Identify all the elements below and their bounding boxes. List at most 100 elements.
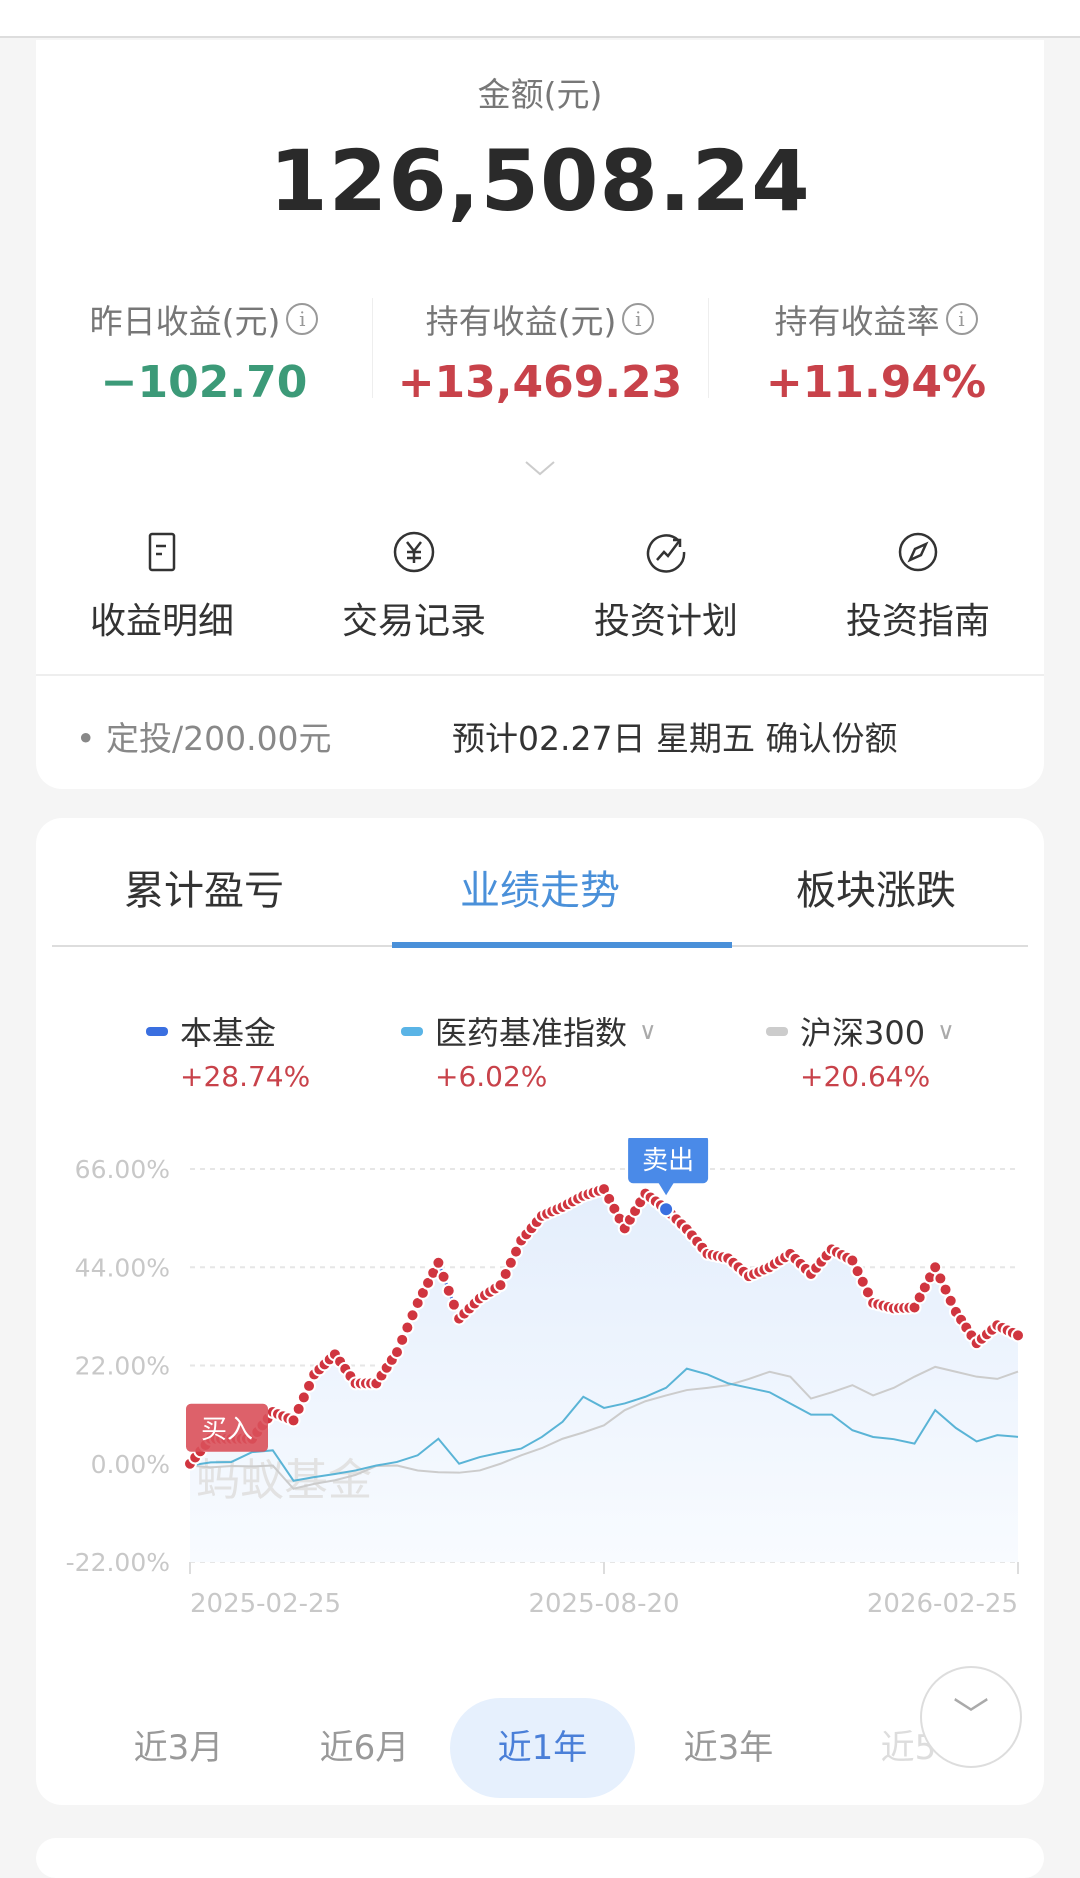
trade-marker: [933, 1271, 948, 1286]
series-line-2: [189, 1365, 1019, 1490]
y-tick-label: 22.00%: [75, 1352, 170, 1381]
top-bar: [0, 0, 1080, 38]
legend-name: 沪深300: [800, 1014, 926, 1052]
legend-value: +20.64%: [800, 1060, 931, 1093]
fund-area: [190, 1189, 1018, 1562]
x-tick-label: 2026-02-25: [867, 1589, 1018, 1619]
tab-2[interactable]: 板块涨跌: [796, 868, 956, 914]
legend-swatch: [766, 1026, 788, 1036]
trade-marker: [431, 1255, 446, 1270]
amount-label: 金额(元): [477, 75, 603, 114]
x-tick-label: 2025-02-25: [190, 1589, 341, 1619]
trade-marker: [291, 1401, 306, 1416]
trade-marker: [400, 1320, 415, 1335]
tab-1[interactable]: 业绩走势: [460, 868, 620, 914]
more-ranges-button[interactable]: ﹀: [920, 1666, 1022, 1768]
action-label: 收益明细: [89, 601, 234, 642]
trend-icon: [646, 534, 686, 573]
legend-value: +28.74%: [180, 1060, 311, 1093]
buy-annotation-label: 买入: [201, 1415, 253, 1445]
info-icon[interactable]: i: [622, 303, 655, 335]
trade-marker: [296, 1390, 311, 1405]
legend-swatch: [146, 1026, 168, 1036]
trade-marker: [405, 1308, 420, 1323]
chevron-down-icon[interactable]: ∨: [937, 1017, 955, 1045]
divider: [372, 298, 373, 398]
performance-card: 累计盈亏 业绩走势 板块涨跌 本基金 +28.74% 医药基准指数 ∨ +6.02% 沪深30…: [36, 818, 1044, 1805]
plan-text: 定投/200.00元: [105, 719, 332, 758]
trade-marker: [938, 1282, 953, 1297]
holding-summary-card: 金额(元) 126,508.24 昨日收益(元) i −102.70 持有收益(元) i…: [36, 40, 1044, 789]
y-tick-label: -22.00%: [66, 1548, 170, 1577]
x-tick-label: 2025-08-20: [528, 1589, 679, 1619]
y-tick-label: 44.00%: [75, 1253, 170, 1282]
metric-label: 昨日收益(元): [89, 302, 281, 341]
trade-marker: [1011, 1328, 1025, 1343]
sell-point: [658, 1201, 675, 1218]
metric-0: 昨日收益(元) i −102.70: [36, 295, 372, 408]
metric-value: −102.70: [100, 357, 308, 408]
range-button[interactable]: 近3年: [683, 1728, 774, 1768]
action-yen-button[interactable]: 交易记录: [288, 530, 540, 644]
trade-marker: [503, 1255, 518, 1270]
sell-annotation-label: 卖出: [642, 1146, 694, 1176]
watermark-logo: 蚂蚁基金: [196, 1455, 372, 1506]
action-document-button[interactable]: 收益明细: [36, 530, 288, 644]
range-button[interactable]: 近3月: [133, 1728, 224, 1768]
metric-1: 持有收益(元) i +13,469.23: [372, 295, 708, 408]
expand-chevron-icon[interactable]: [524, 452, 556, 484]
plan-confirm-text: 预计02.27日 星期五 确认份额: [452, 719, 898, 758]
trade-marker: [302, 1378, 317, 1393]
metric-label: 持有收益率: [774, 302, 940, 341]
action-trend-button[interactable]: 投资计划: [540, 530, 792, 644]
trade-marker: [943, 1293, 958, 1308]
tab-0[interactable]: 累计盈亏: [124, 868, 284, 914]
action-label: 投资计划: [593, 601, 738, 642]
sell-annotation: [628, 1138, 709, 1184]
action-compass-button[interactable]: 投资指南: [792, 530, 1044, 644]
compass-icon: [898, 532, 938, 572]
trade-marker: [441, 1283, 456, 1298]
metric-2: 持有收益率 i +11.94%: [708, 295, 1044, 408]
range-button[interactable]: 近1年: [450, 1698, 635, 1798]
trade-marker: [395, 1332, 410, 1347]
divider: [708, 298, 709, 398]
divider: [36, 674, 1044, 676]
legend-name: 医药基准指数: [435, 1014, 628, 1052]
y-tick-label: 66.00%: [75, 1155, 170, 1184]
document-icon: [148, 532, 176, 572]
action-label: 投资指南: [845, 601, 990, 642]
legend-name: 本基金: [180, 1014, 277, 1052]
chevron-down-icon[interactable]: ∨: [639, 1017, 657, 1045]
trade-marker: [286, 1413, 301, 1428]
trade-marker: [498, 1266, 513, 1281]
series-line-1: [189, 1367, 1019, 1482]
y-tick-label: 0.00%: [91, 1450, 170, 1479]
yen-icon: [393, 531, 435, 573]
action-label: 交易记录: [341, 601, 486, 642]
trade-marker: [436, 1269, 451, 1284]
trade-marker: [446, 1297, 461, 1312]
trade-marker: [928, 1260, 943, 1275]
plan-summary[interactable]: • 定投/200.00元: [76, 719, 332, 758]
range-button[interactable]: 近6月: [319, 1728, 410, 1768]
legend-item[interactable]: 医药基准指数 ∨: [401, 1008, 657, 1054]
next-card: [36, 1838, 1044, 1878]
legend-value: +6.02%: [435, 1060, 548, 1093]
chevron-down-icon: ﹀: [952, 1696, 989, 1737]
trade-marker: [390, 1345, 404, 1360]
legend-item[interactable]: 本基金: [146, 1008, 276, 1054]
metric-value: +11.94%: [765, 357, 987, 408]
sell-annotation-pointer: [658, 1182, 675, 1196]
trade-marker: [509, 1244, 524, 1259]
amount-value: 126,508.24: [269, 132, 811, 230]
buy-annotation: [186, 1403, 268, 1452]
metric-label: 持有收益(元): [425, 302, 617, 341]
info-icon[interactable]: i: [945, 303, 978, 335]
performance-chart[interactable]: 66.00% 44.00% 22.00% 0.00% -22.00% 2025-02-25…: [36, 1138, 1044, 1638]
active-tab-indicator: [392, 942, 732, 948]
legend-item[interactable]: 沪深300 ∨: [766, 1008, 955, 1054]
info-icon[interactable]: i: [286, 303, 319, 335]
metric-value: +13,469.23: [397, 357, 683, 408]
legend-swatch: [401, 1026, 423, 1036]
